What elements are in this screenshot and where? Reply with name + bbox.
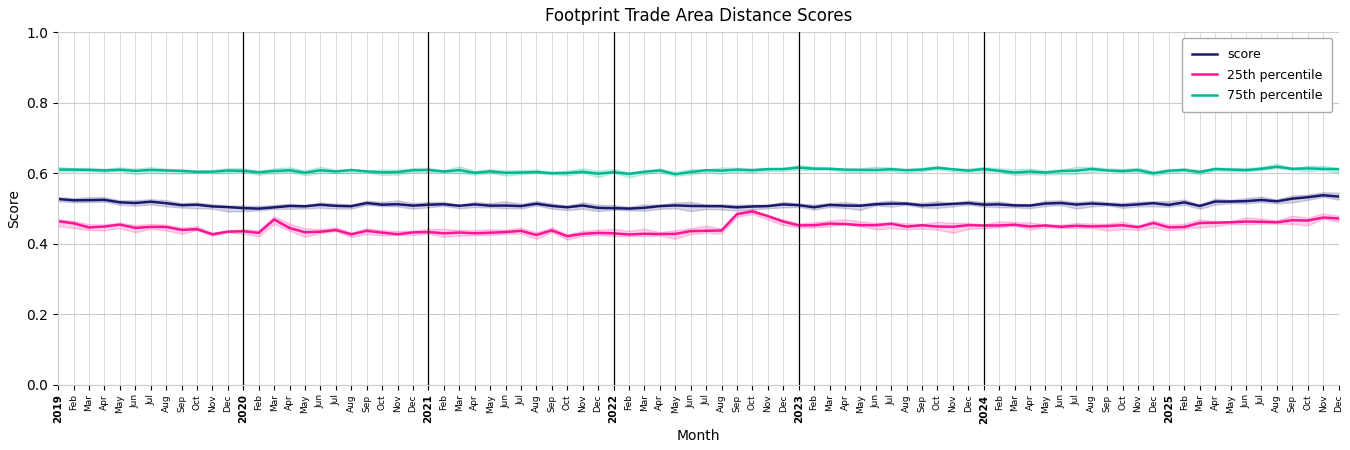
score bbox=[1099, 202, 1115, 207]
score bbox=[1331, 194, 1347, 199]
75th percentile bbox=[127, 168, 143, 174]
X-axis label: Month: Month bbox=[676, 429, 720, 443]
Title: Footprint Trade Area Distance Scores: Footprint Trade Area Distance Scores bbox=[544, 7, 852, 25]
75th percentile bbox=[621, 171, 637, 176]
score bbox=[1315, 193, 1331, 198]
25th percentile bbox=[50, 219, 66, 224]
75th percentile bbox=[698, 167, 714, 173]
score bbox=[50, 196, 66, 202]
Line: score: score bbox=[58, 195, 1339, 209]
25th percentile bbox=[744, 209, 760, 214]
75th percentile bbox=[1099, 168, 1115, 173]
25th percentile bbox=[66, 220, 82, 226]
Line: 25th percentile: 25th percentile bbox=[58, 212, 1339, 236]
Line: 75th percentile: 75th percentile bbox=[58, 167, 1339, 174]
score bbox=[636, 205, 652, 211]
score bbox=[1037, 201, 1053, 206]
25th percentile bbox=[636, 231, 652, 237]
25th percentile bbox=[1331, 216, 1347, 221]
25th percentile bbox=[1053, 224, 1069, 230]
Y-axis label: Score: Score bbox=[7, 189, 22, 228]
75th percentile bbox=[667, 171, 683, 177]
75th percentile bbox=[1269, 164, 1285, 170]
score bbox=[698, 203, 714, 209]
75th percentile bbox=[66, 167, 82, 172]
25th percentile bbox=[127, 225, 143, 231]
25th percentile bbox=[1115, 223, 1131, 228]
score bbox=[127, 200, 143, 206]
Legend: score, 25th percentile, 75th percentile: score, 25th percentile, 75th percentile bbox=[1181, 38, 1332, 112]
25th percentile bbox=[559, 234, 575, 239]
75th percentile bbox=[50, 167, 66, 172]
score bbox=[251, 206, 267, 211]
75th percentile bbox=[1037, 170, 1053, 175]
25th percentile bbox=[698, 228, 714, 234]
score bbox=[66, 198, 82, 203]
75th percentile bbox=[1331, 166, 1347, 172]
